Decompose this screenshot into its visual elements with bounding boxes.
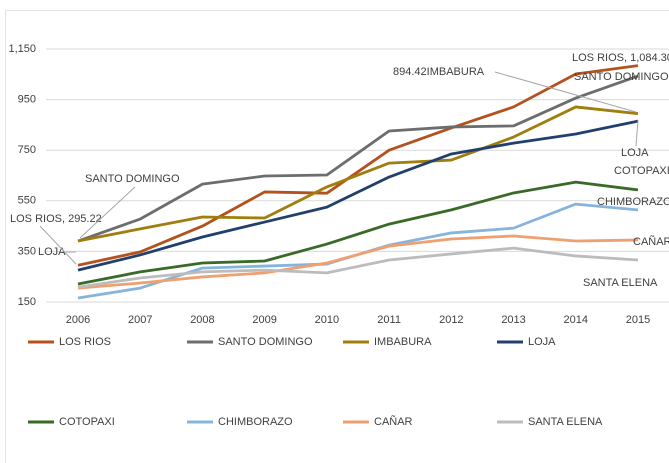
x-tick-label: 2008 [190,314,214,326]
series-line [77,180,639,286]
x-tick-label: 2007 [128,314,152,326]
legend-label: SANTO DOMINGO [218,336,313,348]
x-tick-label: 2013 [501,314,525,326]
annotation: CAÑAR [633,235,669,248]
legend-label: IMBABURA [374,336,432,348]
leader-line [494,71,637,113]
annotation: SANTO DOMINGO [574,71,669,83]
x-tick-label: 2006 [66,314,90,326]
annotation: LOJA [38,246,66,258]
x-tick-label: 2010 [315,314,339,326]
x-tick-label: 2012 [439,314,463,326]
series-line [77,105,639,243]
series-line [77,74,639,243]
y-tick-label: 950 [18,94,36,106]
annotation: SANTO DOMINGO [85,173,180,185]
legend-label: LOS RIOS [59,336,111,348]
annotation: 894.42IMBABURA [393,66,485,78]
leader-line [635,119,639,147]
y-tick-label: 1,150 [8,43,36,55]
series-line [77,246,639,289]
y-tick-label: 750 [18,144,36,156]
annotation: LOS RIOS, 1,084.30 [572,52,669,64]
chart-frame [5,10,669,463]
legend-label: COTOPAXI [59,416,115,428]
annotation: SANTA ELENA [583,277,658,289]
annotation: LOS RIOS, 295.22 [10,213,102,225]
y-tick-label: 150 [18,296,36,308]
leader-line [79,186,136,239]
y-tick-label: 550 [18,195,36,207]
annotation: LOJA [621,147,649,159]
legend-label: CHIMBORAZO [218,416,293,428]
x-tick-label: 2015 [626,314,650,326]
x-tick-label: 2009 [252,314,276,326]
annotation: CHIMBORAZO [597,196,669,208]
legend-label: LOJA [528,336,556,348]
annotation: COTOPAXI [614,165,669,177]
series-line [77,119,639,272]
leader-line [39,225,77,265]
series-line [77,234,639,290]
series-line [77,64,639,267]
x-tick-label: 2014 [564,314,588,326]
x-tick-label: 2011 [377,314,401,326]
legend-label: CAÑAR [374,415,413,428]
y-tick-label: 350 [18,245,36,257]
legend-label: SANTA ELENA [528,416,603,428]
